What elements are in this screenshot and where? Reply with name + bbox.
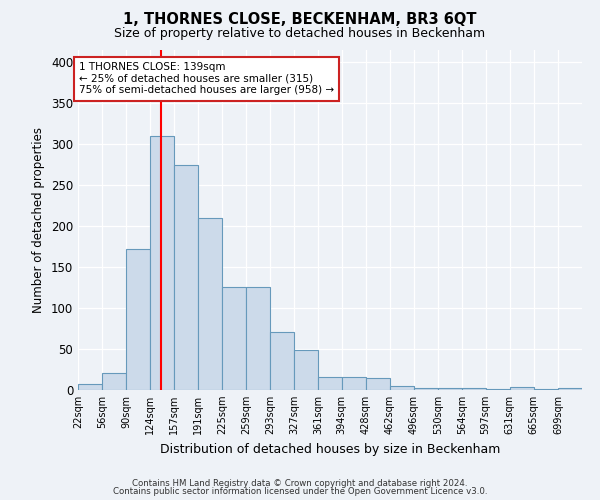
Bar: [509, 386, 534, 390]
Bar: [319, 377, 341, 390]
Bar: [390, 386, 414, 390]
Bar: [173, 164, 198, 390]
Bar: [294, 350, 319, 390]
Bar: [222, 287, 246, 390]
Bar: [366, 378, 390, 390]
Bar: [438, 388, 462, 390]
Bar: [198, 218, 222, 390]
X-axis label: Distribution of detached houses by size in Beckenham: Distribution of detached houses by size …: [160, 442, 500, 456]
Text: Contains HM Land Registry data © Crown copyright and database right 2024.: Contains HM Land Registry data © Crown c…: [132, 478, 468, 488]
Bar: [462, 388, 485, 390]
Bar: [78, 384, 102, 390]
Bar: [126, 249, 151, 390]
Text: Size of property relative to detached houses in Beckenham: Size of property relative to detached ho…: [115, 28, 485, 40]
Bar: [341, 377, 366, 390]
Bar: [534, 389, 558, 390]
Bar: [558, 388, 582, 390]
Bar: [270, 332, 294, 390]
Bar: [102, 373, 126, 390]
Y-axis label: Number of detached properties: Number of detached properties: [32, 127, 46, 313]
Bar: [246, 287, 270, 390]
Bar: [151, 136, 173, 390]
Text: 1 THORNES CLOSE: 139sqm
← 25% of detached houses are smaller (315)
75% of semi-d: 1 THORNES CLOSE: 139sqm ← 25% of detache…: [79, 62, 334, 96]
Bar: [414, 388, 438, 390]
Text: Contains public sector information licensed under the Open Government Licence v3: Contains public sector information licen…: [113, 487, 487, 496]
Text: 1, THORNES CLOSE, BECKENHAM, BR3 6QT: 1, THORNES CLOSE, BECKENHAM, BR3 6QT: [123, 12, 477, 28]
Bar: [485, 389, 509, 390]
